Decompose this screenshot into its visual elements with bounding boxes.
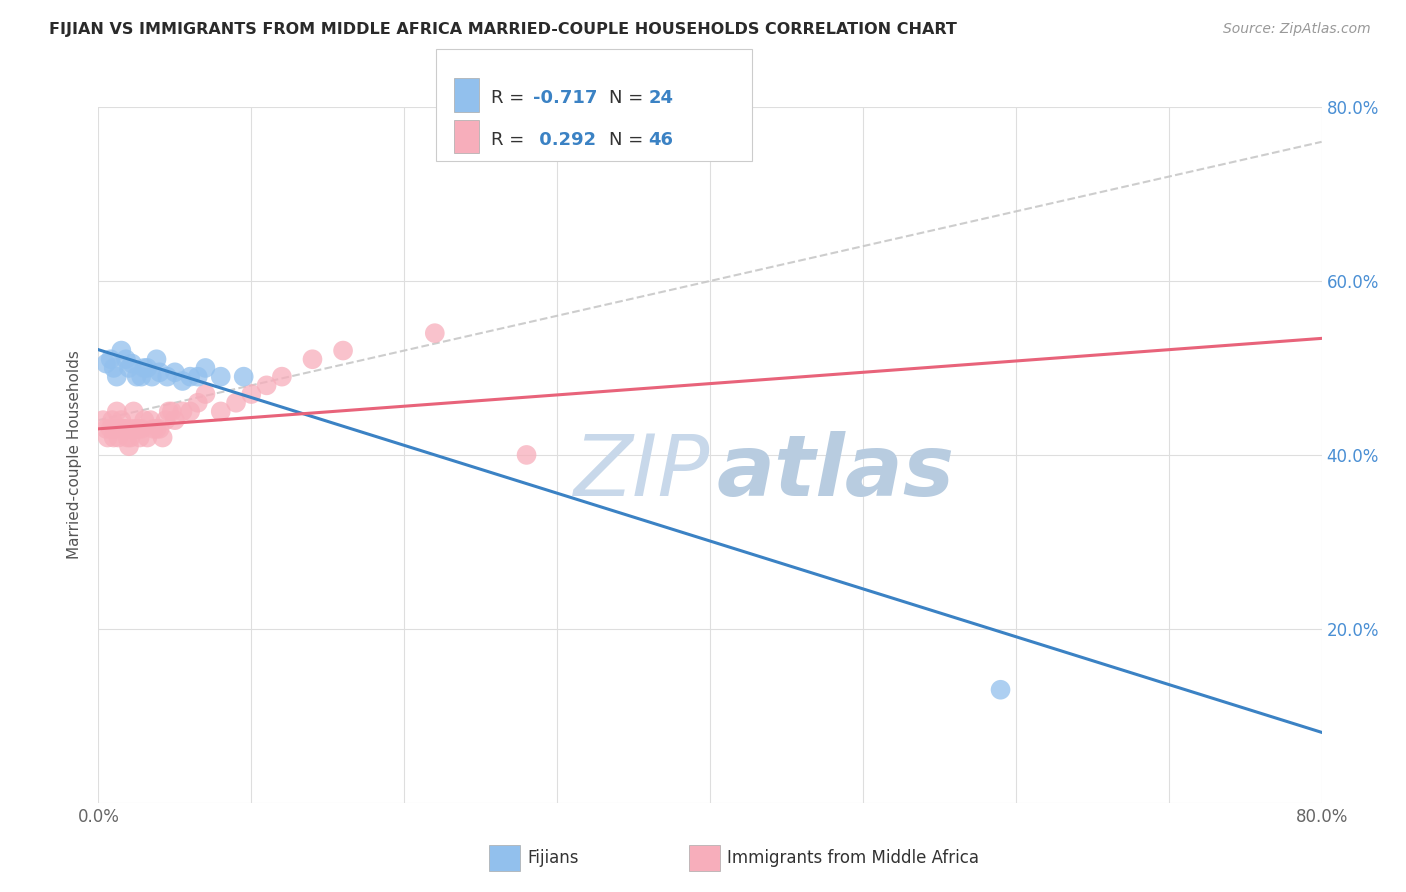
Point (101, 413, 124, 427)
Text: 0.292: 0.292 (533, 131, 596, 149)
Point (115, 422, 138, 436)
Text: Immigrants from Middle Africa: Immigrants from Middle Africa (727, 849, 979, 867)
Text: R =: R = (491, 89, 530, 107)
Point (423, 326, 446, 340)
Point (149, 365, 172, 379)
Point (240, 387, 263, 401)
Point (136, 360, 159, 375)
Point (104, 422, 127, 436)
Text: N =: N = (609, 131, 648, 149)
Text: ZIP: ZIP (574, 431, 710, 514)
Point (516, 448, 538, 462)
Point (105, 404, 128, 418)
Text: atlas: atlas (716, 431, 955, 514)
Point (209, 404, 232, 418)
Text: Source: ZipAtlas.com: Source: ZipAtlas.com (1223, 22, 1371, 37)
Point (156, 369, 179, 384)
Point (163, 365, 186, 379)
Point (103, 360, 125, 375)
Point (194, 360, 217, 375)
Point (112, 422, 135, 436)
Point (990, 682, 1012, 697)
Point (301, 352, 323, 367)
Text: R =: R = (491, 131, 530, 149)
Point (179, 369, 201, 384)
Point (134, 413, 156, 427)
Point (142, 422, 165, 436)
Point (120, 431, 142, 445)
Point (115, 352, 138, 367)
Text: 24: 24 (648, 89, 673, 107)
Point (129, 369, 152, 384)
Point (141, 369, 163, 384)
Point (145, 422, 167, 436)
Point (121, 357, 143, 371)
Point (270, 369, 292, 384)
Text: FIJIAN VS IMMIGRANTS FROM MIDDLE AFRICA MARRIED-COUPLE HOUSEHOLDS CORRELATION CH: FIJIAN VS IMMIGRANTS FROM MIDDLE AFRICA … (49, 22, 957, 37)
Point (121, 422, 143, 436)
Point (179, 404, 201, 418)
Point (100, 422, 122, 436)
Point (129, 422, 152, 436)
Point (152, 431, 174, 445)
Point (187, 396, 209, 410)
Point (125, 422, 148, 436)
Text: N =: N = (609, 89, 648, 107)
Point (94, 422, 117, 436)
Text: -0.717: -0.717 (533, 89, 598, 107)
Point (125, 369, 148, 384)
Point (105, 369, 128, 384)
Point (172, 404, 194, 418)
Point (187, 369, 209, 384)
Point (209, 369, 232, 384)
Point (97, 431, 120, 445)
Text: Fijians: Fijians (527, 849, 579, 867)
Point (118, 439, 141, 453)
Point (127, 422, 149, 436)
Point (139, 413, 162, 427)
Point (136, 431, 159, 445)
Point (128, 431, 150, 445)
Point (232, 369, 254, 384)
Point (110, 343, 132, 358)
Point (134, 360, 156, 375)
Point (107, 431, 129, 445)
Point (160, 404, 183, 418)
Text: 46: 46 (648, 131, 673, 149)
Point (172, 374, 194, 388)
Point (117, 431, 139, 445)
Point (94, 357, 117, 371)
Point (91, 413, 114, 427)
Point (103, 431, 125, 445)
Point (163, 413, 186, 427)
Point (225, 396, 247, 410)
Point (111, 422, 134, 436)
Point (145, 352, 167, 367)
Point (110, 413, 132, 427)
Point (149, 422, 172, 436)
Y-axis label: Married-couple Households: Married-couple Households (67, 351, 83, 559)
Point (157, 404, 180, 418)
Point (155, 413, 177, 427)
Point (122, 404, 145, 418)
Point (100, 352, 122, 367)
Point (256, 378, 278, 392)
Point (118, 360, 141, 375)
Point (332, 343, 354, 358)
Point (194, 387, 217, 401)
